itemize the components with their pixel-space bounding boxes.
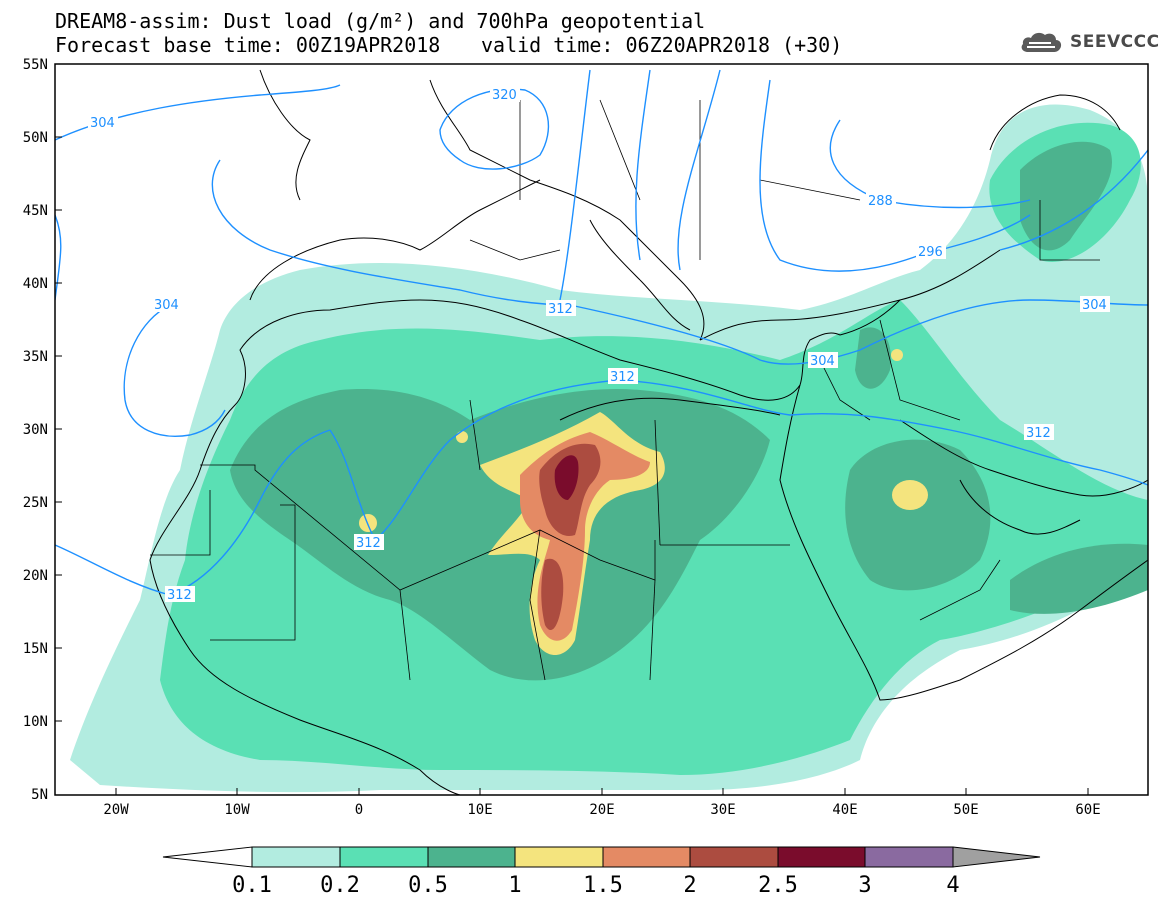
lat-label: 15N: [23, 641, 48, 657]
contour-label: 312: [548, 302, 573, 317]
geopotential-contours: [55, 69, 1148, 596]
colorbar-label: 4: [946, 873, 959, 898]
lat-label: 5N: [31, 787, 48, 803]
colorbar-low-arrow: [162, 846, 253, 868]
lat-label: 10N: [23, 714, 48, 730]
logo-text: SEEVCCC: [1070, 32, 1160, 52]
lon-label: 20E: [589, 802, 614, 818]
contour-label: 304: [1082, 298, 1107, 313]
colorbar-label: 0.2: [320, 873, 360, 898]
latitude-labels: 55N 50N 45N 40N 35N 30N 25N 20N 15N 10N …: [23, 57, 48, 803]
lon-label: 30E: [710, 802, 735, 818]
lat-label: 30N: [23, 422, 48, 438]
lat-label: 20N: [23, 568, 48, 584]
contour-label: 312: [356, 536, 381, 551]
lat-label: 40N: [23, 276, 48, 292]
lat-label: 55N: [23, 57, 48, 73]
colorbar-bin-0.1: [251, 846, 341, 868]
colorbar-bin-3: [864, 846, 954, 868]
colorbar-bin-2.5: [777, 846, 866, 868]
colorbar-bin-2: [689, 846, 779, 868]
lon-label: 50E: [953, 802, 978, 818]
colorbar-labels: 0.1 0.2 0.5 1 1.5 2 2.5 3 4: [232, 873, 960, 898]
contour-label: 312: [610, 370, 635, 385]
contour-label: 304: [154, 298, 179, 313]
forecast-base-time: Forecast base time: 00Z19APR2018: [55, 33, 441, 57]
lon-label: 40E: [832, 802, 857, 818]
contour-labels: 304 320 288 296 312 304 312 304 312 304 …: [88, 86, 1110, 603]
longitude-labels: 20W 10W 0 10E 20E 30E 40E 50E 60E: [103, 802, 1100, 818]
colorbar-bin-1: [514, 846, 604, 868]
contour-label: 312: [167, 588, 192, 603]
lon-label: 10E: [467, 802, 492, 818]
colorbar-label: 1: [508, 873, 521, 898]
seevccc-logo: SEEVCCC: [1018, 27, 1160, 57]
lat-label: 25N: [23, 495, 48, 511]
dust-shading: [70, 104, 1148, 793]
axis-ticks: [55, 63, 1089, 795]
contour-label: 296: [918, 245, 943, 260]
lon-label: 20W: [103, 802, 129, 818]
map-title: DREAM8-assim: Dust load (g/m²) and 700hP…: [55, 9, 706, 33]
colorbar-label: 1.5: [583, 873, 623, 898]
contour-label: 320: [492, 88, 517, 103]
colorbar-bin-0.2: [339, 846, 429, 868]
colorbar-label: 2.5: [758, 873, 798, 898]
colorbar-high-arrow: [952, 846, 1041, 868]
dust-level-2.5: [554, 455, 579, 500]
colorbar-label: 0.5: [408, 873, 448, 898]
contour-label: 304: [90, 116, 115, 131]
contour-label: 304: [810, 354, 835, 369]
colorbar-bin-1.5: [602, 846, 691, 868]
colorbar: [162, 846, 1041, 868]
political-boundaries: [150, 99, 1100, 681]
colorbar-label: 0.1: [232, 873, 272, 898]
cloud-icon: [1021, 32, 1062, 52]
colorbar-bin-0.5: [427, 846, 516, 868]
coastlines: [149, 69, 1148, 795]
colorbar-label: 2: [683, 873, 696, 898]
lat-label: 50N: [23, 130, 48, 146]
lon-label: 0: [355, 802, 363, 818]
lon-label: 10W: [224, 802, 250, 818]
colorbar-label: 3: [858, 873, 871, 898]
valid-time: valid time: 06Z20APR2018 (+30): [481, 33, 843, 57]
lat-label: 45N: [23, 203, 48, 219]
lon-label: 60E: [1075, 802, 1100, 818]
lat-label: 35N: [23, 349, 48, 365]
contour-label: 288: [868, 194, 893, 209]
contour-label: 312: [1026, 426, 1051, 441]
